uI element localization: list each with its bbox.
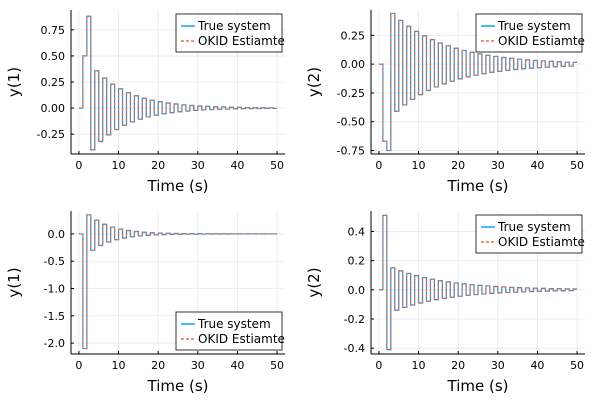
- y-axis-label: y(1): [5, 67, 23, 97]
- y-tick-label: 0.00: [41, 102, 66, 115]
- x-tick-label: 40: [530, 159, 544, 172]
- y-tick-label: -1.0: [44, 283, 65, 296]
- subplot-2: 0 10 20 30 40 50 -0.75 -0.50 -0.25 0.00 0.25 Time (…: [305, 10, 585, 195]
- y-tick-label: -0.4: [344, 342, 365, 355]
- series-line-okid-estimate: [378, 12, 578, 152]
- x-tick-label: 40: [230, 359, 244, 372]
- x-tick-label: 30: [491, 159, 505, 172]
- legend-box: [475, 214, 583, 254]
- y-tick-label: 0.4: [348, 225, 366, 238]
- x-tick-label: 50: [270, 159, 284, 172]
- legend-box: [175, 13, 283, 53]
- series-line-okid-estimate: [78, 15, 278, 151]
- x-axis-label: Time (s): [447, 177, 509, 195]
- x-tick-label: 10: [412, 359, 426, 372]
- subplot-4: 0 10 20 30 40 50 -0.4 -0.2 0.0 0.2 0.4 Time (s) y(2)…: [305, 211, 585, 395]
- legend-label: OKID Estiamte: [498, 235, 585, 249]
- y-tick-label: -0.5: [44, 255, 65, 268]
- x-tick-label: 20: [151, 359, 165, 372]
- y-tick-label: 0.25: [341, 29, 366, 42]
- legend-label: OKID Estiamte: [498, 34, 585, 48]
- y-axis-label: y(2): [305, 67, 323, 97]
- y-tick-label: -1.5: [44, 310, 65, 323]
- y-axis-label: y(1): [5, 267, 23, 297]
- legend-label: True system: [497, 220, 571, 234]
- x-tick-label: 20: [451, 159, 465, 172]
- subplot-3: 0 10 20 30 40 50 -2.0 -1.5 -1.0 -0.5 0.0 Time (s) y(…: [5, 211, 285, 395]
- legend-label: True system: [197, 317, 271, 331]
- x-axis-label: Time (s): [147, 377, 209, 395]
- y-axis-label: y(2): [305, 267, 323, 297]
- legend-label: True system: [197, 19, 271, 33]
- y-tick-label: -0.50: [337, 116, 365, 129]
- y-tick-label: 0.0: [48, 228, 66, 241]
- x-tick-label: 0: [75, 159, 82, 172]
- legend-label: True system: [497, 19, 571, 33]
- subplot-1: 0 10 20 30 40 50 -0.25 0.00 0.25 0.50 0.75 Time (s)…: [5, 10, 285, 195]
- x-axis-label: Time (s): [147, 177, 209, 195]
- x-tick-label: 0: [75, 359, 82, 372]
- x-tick-label: 0: [375, 159, 382, 172]
- x-tick-label: 40: [530, 359, 544, 372]
- y-tick-label: -0.25: [337, 87, 365, 100]
- x-tick-label: 50: [570, 359, 584, 372]
- x-tick-label: 10: [112, 159, 126, 172]
- y-tick-label: -0.25: [37, 128, 65, 141]
- legend-box: [475, 13, 583, 53]
- y-tick-label: -0.2: [344, 313, 365, 326]
- x-tick-label: 20: [151, 159, 165, 172]
- x-axis-label: Time (s): [447, 377, 509, 395]
- x-tick-label: 10: [112, 359, 126, 372]
- legend-label: OKID Estiamte: [198, 332, 285, 346]
- x-tick-label: 50: [570, 159, 584, 172]
- x-tick-label: 20: [451, 359, 465, 372]
- y-tick-label: 0.0: [348, 284, 366, 297]
- y-tick-label: -0.75: [337, 145, 365, 158]
- x-tick-label: 40: [230, 159, 244, 172]
- y-tick-label: 0.00: [341, 58, 366, 71]
- y-tick-label: 0.2: [348, 255, 366, 268]
- y-tick-label: 0.75: [41, 24, 66, 37]
- x-tick-label: 10: [412, 159, 426, 172]
- y-tick-label: 0.50: [41, 50, 66, 63]
- y-tick-label: -2.0: [44, 337, 65, 350]
- x-tick-label: 30: [191, 359, 205, 372]
- legend-box: [175, 311, 283, 351]
- x-tick-label: 50: [270, 359, 284, 372]
- x-tick-label: 30: [491, 359, 505, 372]
- legend-label: OKID Estiamte: [198, 34, 285, 48]
- series-line-okid-estimate: [78, 214, 278, 350]
- series-line-okid-estimate: [378, 214, 578, 351]
- y-tick-label: 0.25: [41, 76, 66, 89]
- x-tick-label: 0: [375, 359, 382, 372]
- x-tick-label: 30: [191, 159, 205, 172]
